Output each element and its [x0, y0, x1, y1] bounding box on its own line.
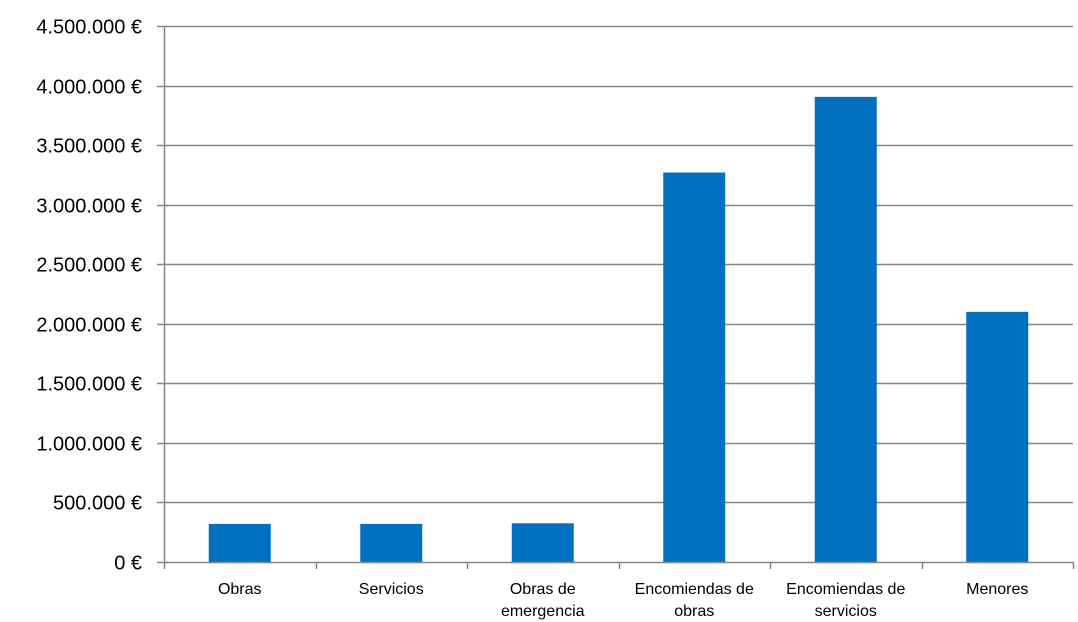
gridlines [164, 25, 1073, 504]
y-tick-label: 4.000.000 € [36, 77, 142, 99]
bar [966, 311, 1029, 562]
x-tick-label: Servicios [359, 581, 424, 598]
x-tick-label: Obras de emergencia [501, 581, 585, 620]
bar [511, 523, 574, 562]
x-tick-label: Encomiendas de servicios [786, 581, 905, 620]
y-tick-label: 1.000.000 € [36, 434, 142, 456]
bars [208, 96, 1029, 563]
y-tick-label: 1.500.000 € [36, 374, 142, 396]
bar [663, 172, 726, 563]
x-tick-label: Encomiendas de obras [635, 581, 754, 620]
bar [360, 523, 423, 562]
axes [157, 25, 1075, 569]
y-axis-tick-labels: 0 € 500.000 € 1.000.000 € 1.500.000 € 2.000.… [36, 17, 142, 575]
y-tick-label: 4.500.000 € [36, 17, 142, 39]
bar [814, 96, 877, 563]
y-tick-label: 2.500.000 € [36, 255, 142, 277]
x-axis-tick-labels: Obras Servicios Obras de emergencia Encomien… [218, 581, 1028, 620]
y-tick-label: 2.000.000 € [36, 315, 142, 337]
y-tick-label: 500.000 € [53, 493, 142, 515]
x-tick-label: Menores [966, 581, 1028, 598]
y-tick-label: 3.500.000 € [36, 136, 142, 158]
y-tick-label: 3.000.000 € [36, 196, 142, 218]
y-tick-label: 0 € [114, 553, 142, 575]
bar [208, 523, 271, 562]
x-tick-label: Obras [218, 581, 262, 598]
